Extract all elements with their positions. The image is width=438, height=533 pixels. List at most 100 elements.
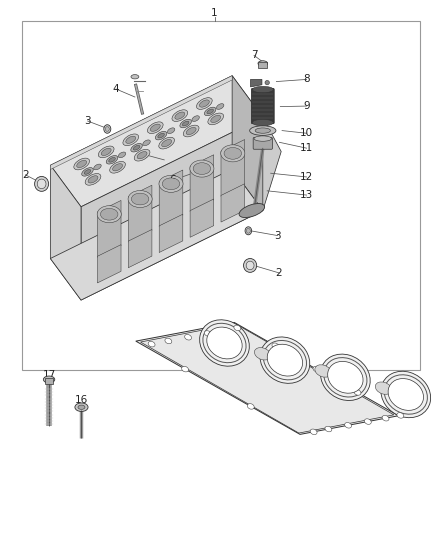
Ellipse shape — [221, 328, 228, 333]
Ellipse shape — [375, 382, 392, 394]
Text: 13: 13 — [300, 190, 313, 200]
Ellipse shape — [143, 140, 150, 146]
Bar — [45, 378, 53, 384]
Polygon shape — [190, 155, 214, 212]
Ellipse shape — [148, 341, 155, 347]
Ellipse shape — [110, 161, 125, 173]
Text: 5: 5 — [141, 150, 148, 159]
Ellipse shape — [397, 413, 404, 418]
Ellipse shape — [205, 107, 216, 116]
Bar — [22, 21, 420, 370]
Polygon shape — [136, 322, 399, 434]
Ellipse shape — [99, 146, 114, 158]
Ellipse shape — [199, 100, 209, 107]
Ellipse shape — [239, 204, 265, 217]
Ellipse shape — [321, 354, 370, 400]
Text: 2: 2 — [22, 170, 29, 180]
Ellipse shape — [162, 178, 180, 190]
Ellipse shape — [131, 75, 139, 79]
Ellipse shape — [267, 344, 303, 376]
Polygon shape — [190, 199, 214, 237]
Text: 4: 4 — [113, 84, 120, 94]
Ellipse shape — [205, 330, 211, 336]
Ellipse shape — [208, 113, 223, 125]
Ellipse shape — [97, 206, 121, 223]
Bar — [258, 62, 267, 68]
Ellipse shape — [159, 175, 183, 192]
Ellipse shape — [258, 61, 268, 66]
Ellipse shape — [182, 121, 189, 126]
Polygon shape — [97, 200, 121, 257]
Ellipse shape — [382, 415, 389, 421]
Ellipse shape — [325, 426, 332, 432]
Text: 3: 3 — [84, 116, 91, 126]
Ellipse shape — [137, 151, 147, 159]
Polygon shape — [128, 229, 152, 268]
Text: 16: 16 — [75, 395, 88, 405]
Ellipse shape — [106, 156, 118, 164]
Ellipse shape — [184, 125, 199, 137]
Ellipse shape — [354, 390, 361, 395]
Ellipse shape — [207, 109, 213, 114]
Ellipse shape — [388, 378, 424, 410]
Ellipse shape — [172, 110, 187, 122]
Ellipse shape — [381, 372, 431, 418]
Ellipse shape — [255, 128, 271, 133]
Ellipse shape — [254, 348, 271, 360]
Ellipse shape — [254, 136, 272, 141]
Ellipse shape — [315, 365, 331, 377]
Text: 11: 11 — [300, 143, 313, 153]
Polygon shape — [81, 117, 281, 300]
Ellipse shape — [148, 122, 163, 134]
Text: 12: 12 — [300, 172, 313, 182]
Ellipse shape — [94, 164, 101, 170]
Polygon shape — [159, 214, 183, 253]
Ellipse shape — [74, 158, 89, 170]
Ellipse shape — [104, 125, 111, 133]
Ellipse shape — [234, 325, 241, 330]
Ellipse shape — [246, 261, 254, 270]
Ellipse shape — [200, 320, 249, 366]
Text: 1: 1 — [211, 8, 218, 18]
Ellipse shape — [37, 179, 46, 189]
Ellipse shape — [75, 403, 88, 411]
Ellipse shape — [244, 259, 257, 272]
Text: 7: 7 — [251, 51, 258, 60]
Ellipse shape — [134, 149, 150, 161]
Text: 6: 6 — [170, 175, 177, 185]
Polygon shape — [128, 185, 152, 242]
Ellipse shape — [84, 169, 91, 174]
Ellipse shape — [175, 112, 185, 119]
Text: 2: 2 — [276, 268, 283, 278]
Ellipse shape — [165, 338, 172, 344]
Ellipse shape — [265, 80, 269, 85]
Ellipse shape — [272, 343, 279, 349]
Ellipse shape — [158, 133, 164, 138]
Ellipse shape — [193, 163, 211, 174]
Polygon shape — [50, 76, 232, 169]
Ellipse shape — [150, 124, 160, 131]
Ellipse shape — [167, 128, 175, 134]
Ellipse shape — [131, 193, 149, 205]
Ellipse shape — [207, 327, 242, 359]
Text: 15: 15 — [288, 366, 301, 375]
Ellipse shape — [224, 148, 242, 159]
Text: 3: 3 — [274, 231, 281, 240]
Ellipse shape — [118, 152, 126, 158]
Polygon shape — [50, 76, 263, 207]
Ellipse shape — [185, 334, 191, 340]
Ellipse shape — [78, 405, 85, 409]
Ellipse shape — [180, 119, 191, 128]
Ellipse shape — [364, 419, 371, 424]
Ellipse shape — [260, 337, 310, 383]
Ellipse shape — [245, 227, 251, 235]
Ellipse shape — [101, 148, 111, 156]
Ellipse shape — [216, 103, 224, 109]
Ellipse shape — [313, 366, 320, 372]
Ellipse shape — [113, 164, 123, 171]
Ellipse shape — [328, 361, 363, 393]
FancyBboxPatch shape — [253, 138, 272, 149]
Ellipse shape — [250, 126, 276, 135]
Ellipse shape — [100, 208, 118, 220]
Polygon shape — [50, 165, 81, 300]
